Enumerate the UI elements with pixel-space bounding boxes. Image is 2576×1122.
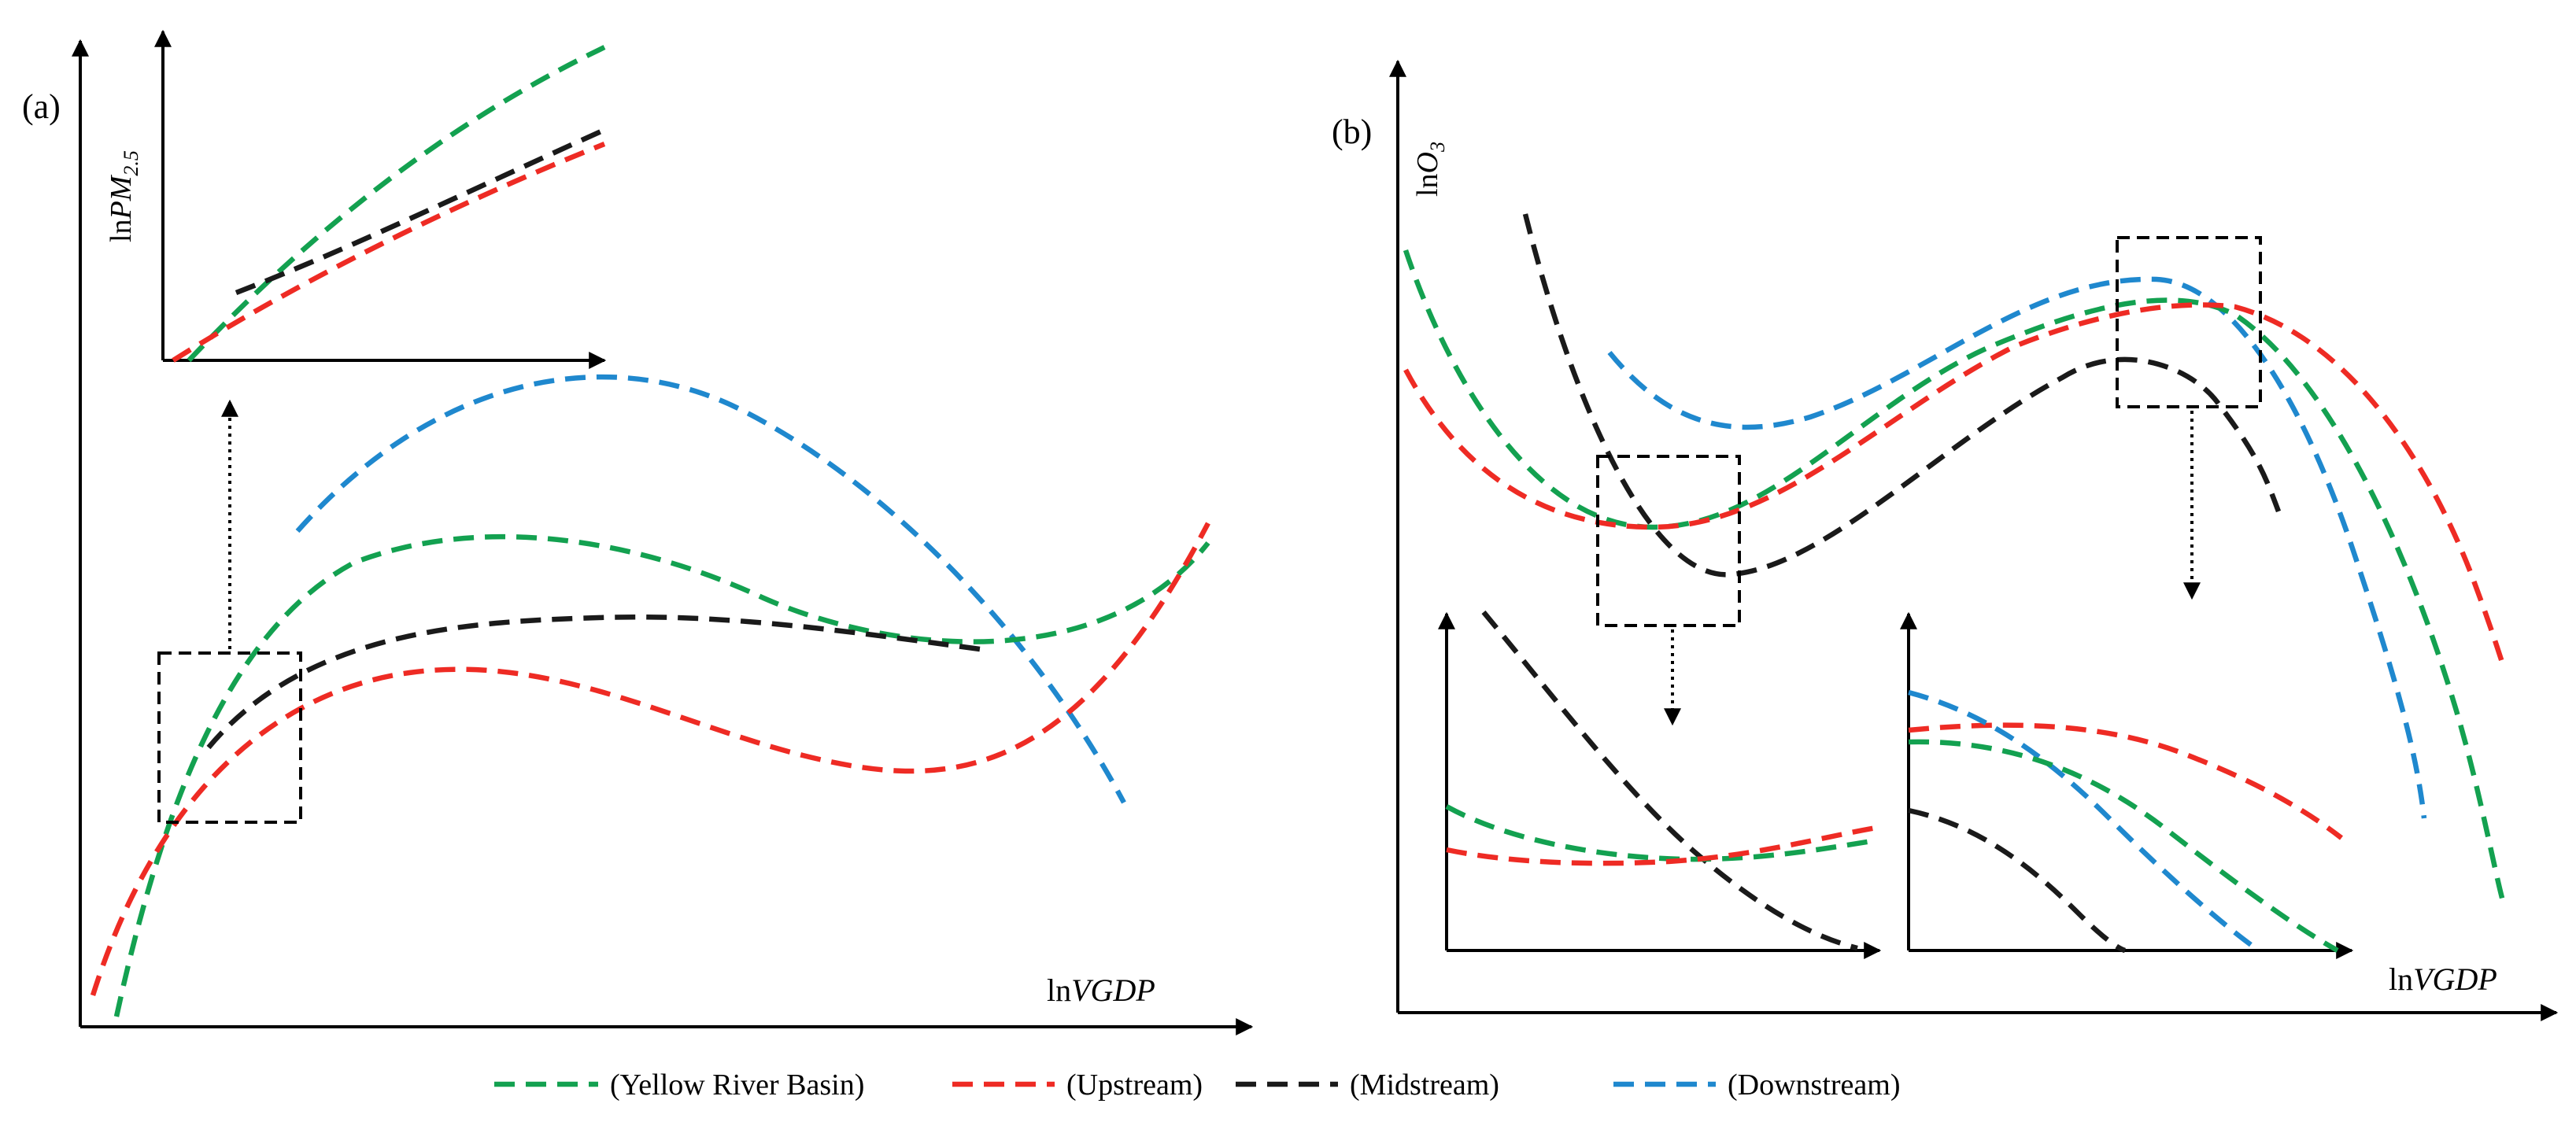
panel-b-zoom-box-right [2116,236,2262,408]
panel-a-inset-basin-curve [187,45,606,363]
panel-b-inset-right-upstream-curve [1908,722,2343,840]
panel-a-downstream-curve [295,374,1126,804]
legend-label-midstream: (Midstream) [1350,1068,1499,1102]
panel-b-label: (b) [1332,113,1372,151]
panel-a-inset-midstream-curve [235,127,606,296]
panel-b-midstream-curve [1522,213,2282,578]
legend-label-upstream: (Upstream) [1066,1068,1203,1102]
panel-b-x-axis-label: lnVGDP [2389,961,2497,997]
panel-a-y-axis-label: lnPM2.5 [105,150,142,242]
panel-b-inset-right-basin-curve [1908,739,2339,953]
panel-a-midstream-curve [206,614,981,750]
panel-b-inset-right [1900,611,2354,959]
panel-a-inset: lnPM2.5 [105,29,607,369]
panel-a: (a) lnVGDP lnPM2.5 [22,29,1254,1035]
panel-b-inset-left-basin-curve [1445,804,1877,862]
panel-b-inset-right-downstream-curve [1908,689,2260,953]
panel-a-inset-upstream-curve [172,141,606,363]
panel-a-upstream-curve [90,522,1210,996]
panel-b: (b) lnO3 lnVGDP [1332,59,2559,1021]
panel-b-upstream-curve [1403,302,2508,670]
legend: (Yellow River Basin) (Upstream) (Midstre… [494,1068,1900,1102]
panel-b-inset-right-midstream-curve [1908,807,2127,954]
panel-a-zoom-box [157,651,302,824]
panel-b-inset-left-upstream-curve [1446,825,1877,866]
panel-b-zoom-box-left [1596,455,1741,627]
legend-label-downstream: (Downstream) [1728,1068,1900,1102]
panel-a-x-axis-label: lnVGDP [1047,973,1155,1008]
legend-label-basin: (Yellow River Basin) [610,1068,864,1102]
panel-a-label: (a) [22,87,61,126]
panel-b-inset-left [1438,610,1882,959]
panel-b-y-axis-label: lnO3 [1411,142,1449,197]
panel-b-downstream-curve [1607,276,2427,819]
panel-b-inset-left-midstream-curve [1481,610,1858,951]
panel-a-basin-curve [113,533,1210,1017]
panel-b-basin-curve [1403,249,2506,902]
